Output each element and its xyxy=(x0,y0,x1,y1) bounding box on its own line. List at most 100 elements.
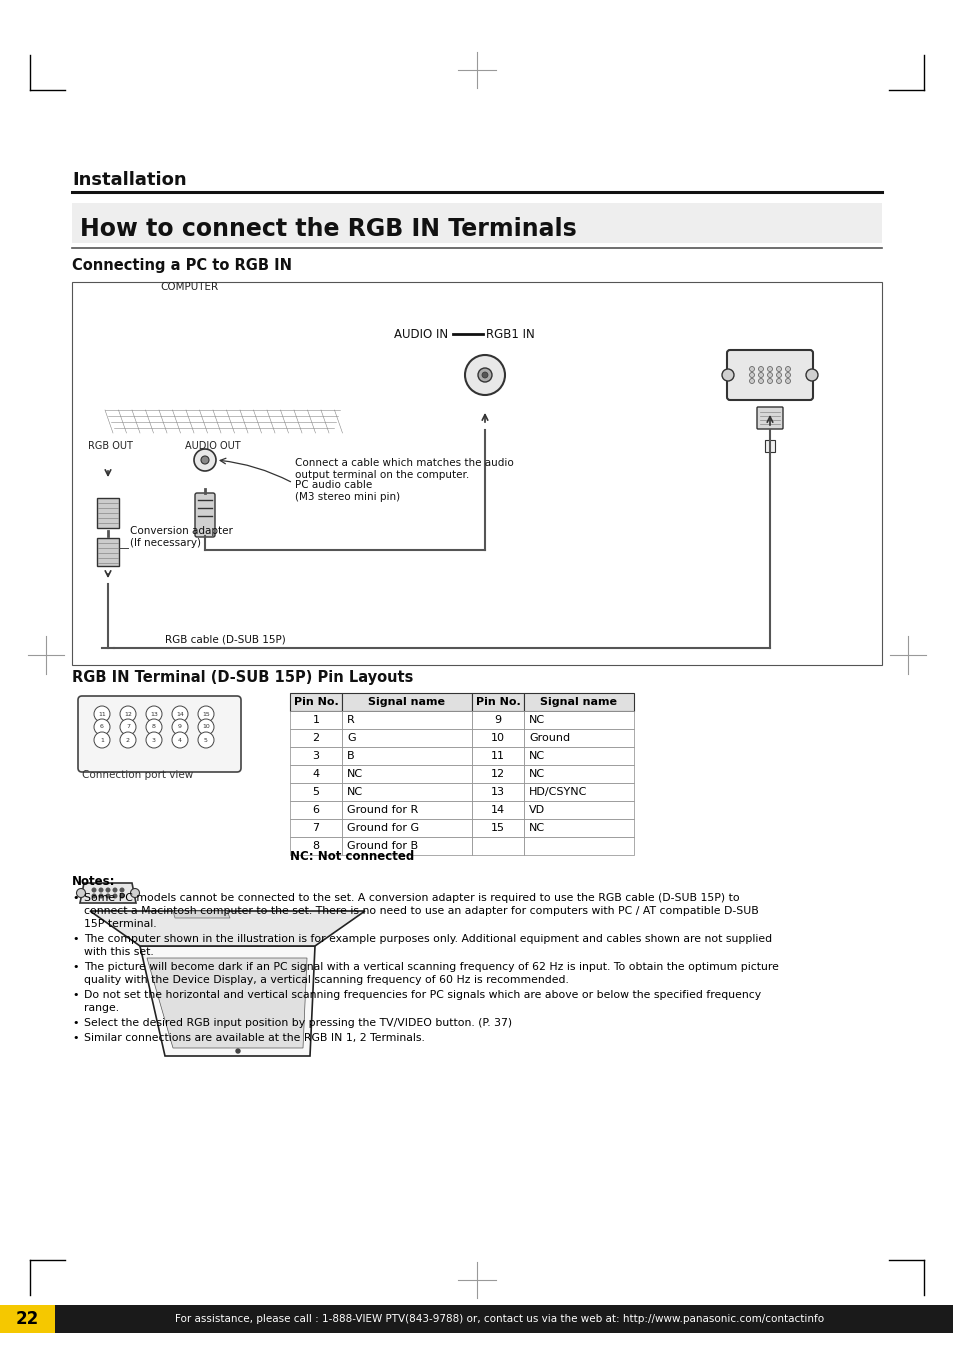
Text: 2: 2 xyxy=(126,738,130,743)
Text: •: • xyxy=(71,1034,78,1043)
Circle shape xyxy=(481,372,488,378)
Bar xyxy=(523,693,634,711)
Bar xyxy=(523,838,634,855)
Text: R: R xyxy=(347,715,355,725)
Circle shape xyxy=(131,889,139,897)
Text: 10: 10 xyxy=(202,724,210,730)
Bar xyxy=(523,730,634,747)
Text: B: B xyxy=(347,751,355,761)
Circle shape xyxy=(767,373,772,377)
Bar xyxy=(341,730,472,747)
Text: G: G xyxy=(347,734,355,743)
Bar xyxy=(341,711,472,730)
Text: RGB IN Terminal (D-SUB 15P) Pin Layouts: RGB IN Terminal (D-SUB 15P) Pin Layouts xyxy=(71,670,413,685)
Text: Signal name: Signal name xyxy=(540,697,617,707)
Bar xyxy=(523,819,634,838)
Bar xyxy=(341,838,472,855)
Bar xyxy=(472,765,523,784)
Text: 4: 4 xyxy=(178,738,182,743)
Circle shape xyxy=(784,373,790,377)
Text: NC: NC xyxy=(529,715,544,725)
Text: 22: 22 xyxy=(15,1310,38,1328)
Text: 11: 11 xyxy=(98,712,106,716)
Circle shape xyxy=(805,369,817,381)
Text: 6: 6 xyxy=(100,724,104,730)
Bar xyxy=(290,838,341,855)
Text: 5: 5 xyxy=(313,788,319,797)
Circle shape xyxy=(113,894,116,898)
Text: Pin No.: Pin No. xyxy=(476,697,519,707)
Text: quality with the Device Display, a vertical scanning frequency of 60 Hz is recom: quality with the Device Display, a verti… xyxy=(84,975,568,985)
Circle shape xyxy=(120,707,136,721)
Circle shape xyxy=(106,894,110,898)
Bar xyxy=(290,730,341,747)
Polygon shape xyxy=(90,911,365,946)
Text: Notes:: Notes: xyxy=(71,875,115,888)
Bar xyxy=(523,801,634,819)
Circle shape xyxy=(76,889,86,897)
Circle shape xyxy=(758,373,762,377)
Bar xyxy=(290,801,341,819)
Text: Connect a cable which matches the audio
output terminal on the computer.: Connect a cable which matches the audio … xyxy=(294,458,514,480)
Bar xyxy=(71,203,882,243)
Circle shape xyxy=(94,719,110,735)
Text: NC: Not connected: NC: Not connected xyxy=(290,850,414,863)
Text: The picture will become dark if an PC signal with a vertical scanning frequency : The picture will become dark if an PC si… xyxy=(84,962,778,971)
Circle shape xyxy=(120,732,136,748)
Bar xyxy=(764,440,774,453)
Circle shape xyxy=(146,732,162,748)
Bar xyxy=(341,819,472,838)
Text: NC: NC xyxy=(347,788,363,797)
Bar xyxy=(290,819,341,838)
Text: •: • xyxy=(71,990,78,1000)
Text: RGB cable (D-SUB 15P): RGB cable (D-SUB 15P) xyxy=(165,635,285,644)
Circle shape xyxy=(146,719,162,735)
Circle shape xyxy=(172,707,188,721)
Text: range.: range. xyxy=(84,1002,119,1013)
Text: 14: 14 xyxy=(176,712,184,716)
Text: 3: 3 xyxy=(313,751,319,761)
Text: Similar connections are available at the RGB IN 1, 2 Terminals.: Similar connections are available at the… xyxy=(84,1034,424,1043)
Bar xyxy=(97,538,119,566)
Text: HD/CSYNC: HD/CSYNC xyxy=(529,788,587,797)
Text: 11: 11 xyxy=(491,751,504,761)
Circle shape xyxy=(758,366,762,372)
Text: AUDIO OUT: AUDIO OUT xyxy=(185,440,240,451)
Bar xyxy=(472,801,523,819)
Circle shape xyxy=(113,888,116,892)
Text: connect a Macintosh computer to the set. There is no need to use an adapter for : connect a Macintosh computer to the set.… xyxy=(84,907,758,916)
FancyBboxPatch shape xyxy=(726,350,812,400)
Circle shape xyxy=(776,373,781,377)
Circle shape xyxy=(776,378,781,384)
Text: 9: 9 xyxy=(178,724,182,730)
Circle shape xyxy=(776,366,781,372)
Text: Conversion adapter
(If necessary): Conversion adapter (If necessary) xyxy=(130,527,233,549)
Text: 15P terminal.: 15P terminal. xyxy=(84,919,156,929)
Text: 5: 5 xyxy=(204,738,208,743)
Text: 12: 12 xyxy=(124,712,132,716)
Bar xyxy=(472,747,523,765)
Text: •: • xyxy=(71,934,78,944)
Circle shape xyxy=(172,719,188,735)
Text: 13: 13 xyxy=(491,788,504,797)
Circle shape xyxy=(201,457,209,463)
Circle shape xyxy=(477,367,492,382)
Circle shape xyxy=(92,894,95,898)
Circle shape xyxy=(120,719,136,735)
Bar xyxy=(523,784,634,801)
Text: AUDIO IN: AUDIO IN xyxy=(394,328,448,340)
FancyBboxPatch shape xyxy=(194,493,214,536)
Circle shape xyxy=(749,366,754,372)
Bar xyxy=(341,765,472,784)
Circle shape xyxy=(146,707,162,721)
Text: 12: 12 xyxy=(491,769,504,780)
Circle shape xyxy=(767,378,772,384)
Circle shape xyxy=(120,888,124,892)
Polygon shape xyxy=(80,884,136,902)
Polygon shape xyxy=(172,911,230,917)
Bar xyxy=(341,747,472,765)
Text: Select the desired RGB input position by pressing the TV/VIDEO button. (P. 37): Select the desired RGB input position by… xyxy=(84,1019,512,1028)
Text: 9: 9 xyxy=(494,715,501,725)
Circle shape xyxy=(198,707,213,721)
Circle shape xyxy=(92,888,95,892)
